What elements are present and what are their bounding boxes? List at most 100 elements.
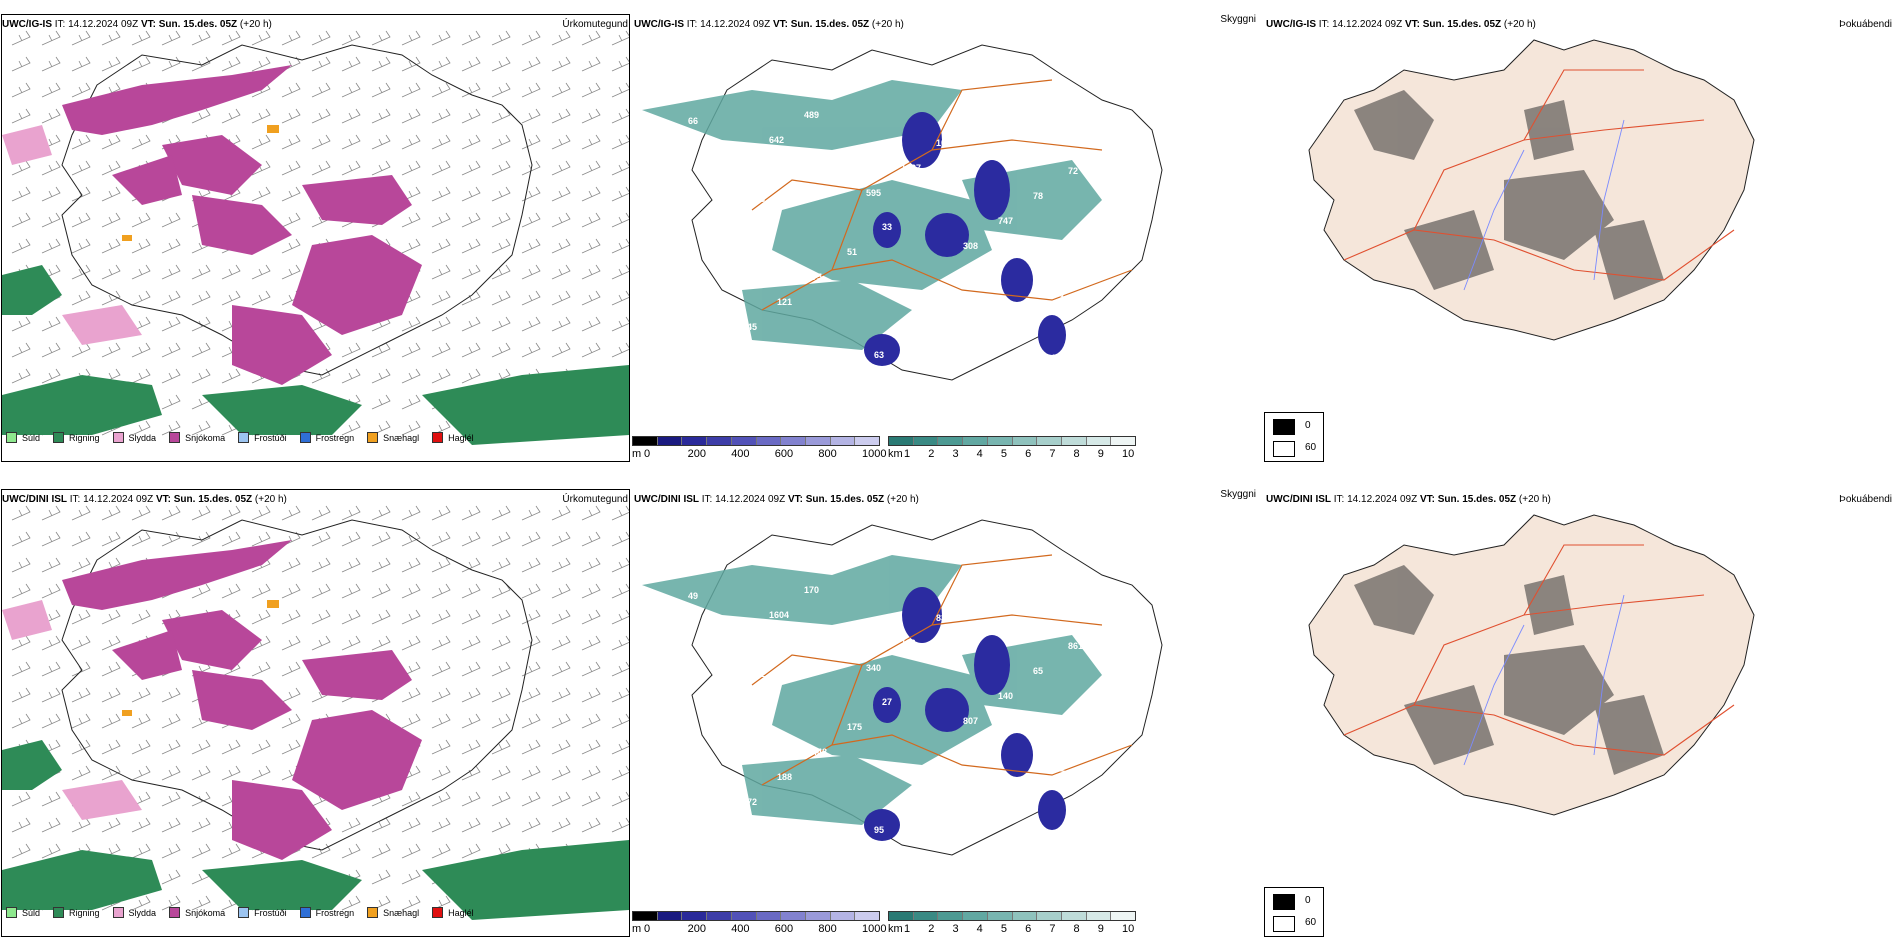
snow-areas: [62, 540, 422, 860]
lead-time: (+20 h): [871, 19, 904, 30]
colorbar-segment: [1086, 912, 1112, 920]
fog-legend-label-max: 60: [1305, 917, 1317, 928]
precip-type-legend: Súld Rigning Slydda Snjókoma Frostúði Frostre…: [6, 432, 487, 443]
wind-barb: [251, 108, 271, 124]
wind-barb: [401, 583, 421, 599]
precip-legend-item: Frostregn: [299, 432, 355, 443]
panel-header: UWC/IG-IS IT: 14.12.2024 09Z VT: Sun. 15…: [634, 19, 904, 30]
wind-barb: [11, 817, 31, 833]
visibility-value-label: 747: [998, 216, 1013, 226]
wind-barb: [371, 583, 391, 599]
wind-barb: [551, 817, 571, 833]
visibility-value-label: 345: [742, 322, 757, 332]
visibility-value-label: 121: [777, 297, 792, 307]
colorbar-segment: [707, 912, 732, 920]
wind-barb: [401, 316, 421, 332]
visibility-value-label: 115: [1006, 88, 1021, 98]
wind-barb: [431, 791, 451, 807]
fog-index-legend: 0 60: [1264, 887, 1324, 937]
wind-barb: [11, 342, 31, 358]
wind-barb: [71, 739, 91, 755]
wind-barb: [191, 264, 211, 280]
ceiling-colorbar: [632, 436, 880, 446]
model-name: UWC/IG-IS: [2, 19, 52, 30]
colorbar-segment: [938, 437, 964, 445]
wind-barb: [611, 661, 629, 677]
colorbar-segment: [963, 912, 988, 920]
fog-index-map: [1308, 514, 1755, 816]
wind-barb: [311, 108, 331, 124]
snow-pellet-areas: [122, 125, 279, 241]
wind-barb: [41, 82, 61, 98]
wind-barb: [71, 531, 91, 547]
wind-barb: [281, 505, 301, 521]
wind-barb: [161, 687, 181, 703]
wind-barb: [611, 583, 629, 599]
wind-barb: [581, 82, 601, 98]
wind-barb: [371, 160, 391, 176]
wind-barb: [491, 160, 511, 176]
wind-barb: [491, 264, 511, 280]
wind-barb: [221, 108, 241, 124]
visibility-value-label: 50: [715, 219, 725, 229]
wind-barb: [401, 687, 421, 703]
wind-barb: [11, 316, 31, 332]
wind-barb: [461, 264, 481, 280]
visibility-colorbar: [888, 436, 1136, 446]
wind-barb: [431, 817, 451, 833]
wind-barb: [581, 186, 601, 202]
wind-barb: [371, 394, 391, 410]
legend-label: Frostúði: [254, 907, 287, 918]
wind-barb: [131, 765, 151, 781]
wind-barb: [461, 739, 481, 755]
colorbar-segment: [1061, 437, 1087, 445]
wind-barb: [101, 713, 121, 729]
wind-barb: [461, 108, 481, 124]
legend-swatch: [6, 432, 17, 443]
wind-barb: [581, 212, 601, 228]
wind-barb: [281, 108, 301, 124]
wind-barb: [581, 108, 601, 124]
panel-header: UWC/IG-IS IT: 14.12.2024 09Z VT: Sun. 15…: [1266, 19, 1536, 30]
legend-swatch: [53, 907, 65, 918]
legend-label: Frostregn: [315, 432, 355, 443]
wind-barb: [521, 583, 541, 599]
colorbar-tick-label: 6: [1025, 448, 1032, 460]
panel-title: Þokuábendi: [1839, 494, 1892, 505]
wind-barb: [461, 843, 481, 859]
colorbar-unit: m: [632, 923, 642, 935]
wind-barb: [131, 817, 151, 833]
model-name: UWC/DINI ISL: [1266, 494, 1331, 505]
wind-barb: [191, 505, 211, 521]
wind-barb: [491, 186, 511, 202]
wind-barb: [101, 186, 121, 202]
wind-barb: [131, 531, 151, 547]
colorbar-tick-label: 3: [952, 923, 959, 935]
colorbar-segment: [938, 912, 964, 920]
visibility-value-label: 70: [785, 644, 795, 654]
wind-barb: [491, 791, 511, 807]
legend-label: Slydda: [128, 907, 157, 918]
valid-time-prefix: VT:: [772, 19, 788, 30]
wind-barb: [101, 160, 121, 176]
lead-time: (+20 h): [886, 494, 919, 505]
wind-barb: [311, 635, 331, 651]
wind-barb: [281, 661, 301, 677]
colorbar-segment: [855, 912, 880, 920]
wind-barb: [401, 817, 421, 833]
precip-type-map: [2, 505, 629, 920]
wind-barb: [221, 843, 241, 859]
wind-barb: [131, 30, 151, 46]
model-name: UWC/DINI ISL: [2, 494, 67, 505]
wind-barb: [11, 557, 31, 573]
wind-barb: [41, 817, 61, 833]
low-ceiling-cells: [864, 587, 1066, 841]
visibility-value-label: 146: [680, 244, 695, 254]
wind-barb: [491, 134, 511, 150]
fog-legend-swatch-dark: [1273, 894, 1295, 910]
visibility-value-label: 308: [963, 241, 978, 251]
visibility-value-label: 481: [1095, 269, 1110, 279]
wind-barb: [461, 713, 481, 729]
wind-barb: [581, 713, 601, 729]
wind-barb: [161, 342, 181, 358]
